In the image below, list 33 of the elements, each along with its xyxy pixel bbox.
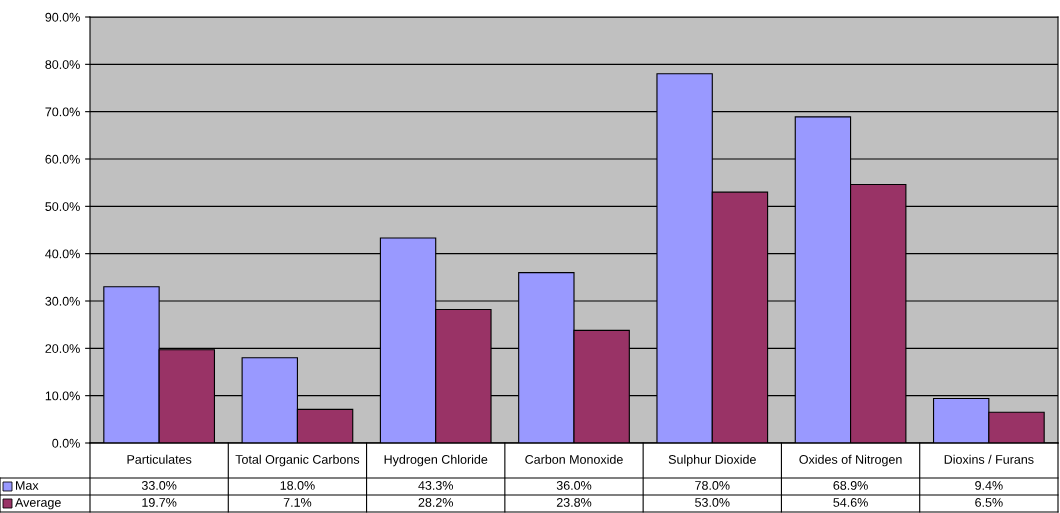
x-tick-label: Carbon Monoxide [525,454,623,464]
y-tick-label: 60.0% [45,154,80,164]
y-tick-label: 70.0% [45,107,80,117]
legend-label: Average [15,498,61,510]
y-tick-label: 20.0% [45,344,80,353]
legend-label: Max [16,481,39,490]
x-tick-label: Total Organic Carbons [235,454,360,467]
y-tick-label: 90.0% [45,12,80,22]
data-label: 7.1% [283,498,312,507]
data-label: 9.4% [975,481,1003,490]
data-label: 19.7% [142,498,177,507]
x-tick-label: Sulphur Dioxide [668,454,756,467]
x-tick-label: Dioxins / Furans [944,454,1034,464]
y-tick-label: 50.0% [45,202,80,211]
y-tick-label: 40.0% [45,249,80,259]
data-label: 54.6% [833,498,868,507]
data-label: 68.9% [833,481,868,490]
data-label: 23.8% [556,498,592,507]
data-label: 78.0% [695,481,730,490]
data-label: 18.0% [280,481,315,490]
x-tick-label: Oxides of Nitrogen [799,454,902,467]
data-label: 43.3% [418,481,453,490]
data-label: 6.5% [975,498,1003,507]
data-label: 36.0% [556,481,592,490]
y-tick-label: 10.0% [45,391,80,401]
x-tick-label: Particulates [127,454,192,464]
y-tick-label: 0.0% [52,438,80,448]
x-tick-label: Hydrogen Chloride [384,454,488,467]
y-tick-label: 80.0% [45,60,80,69]
y-tick-label: 30.0% [45,296,80,306]
data-label: 33.0% [141,481,177,490]
data-label: 28.2% [418,498,453,507]
data-label: 53.0% [695,498,730,507]
